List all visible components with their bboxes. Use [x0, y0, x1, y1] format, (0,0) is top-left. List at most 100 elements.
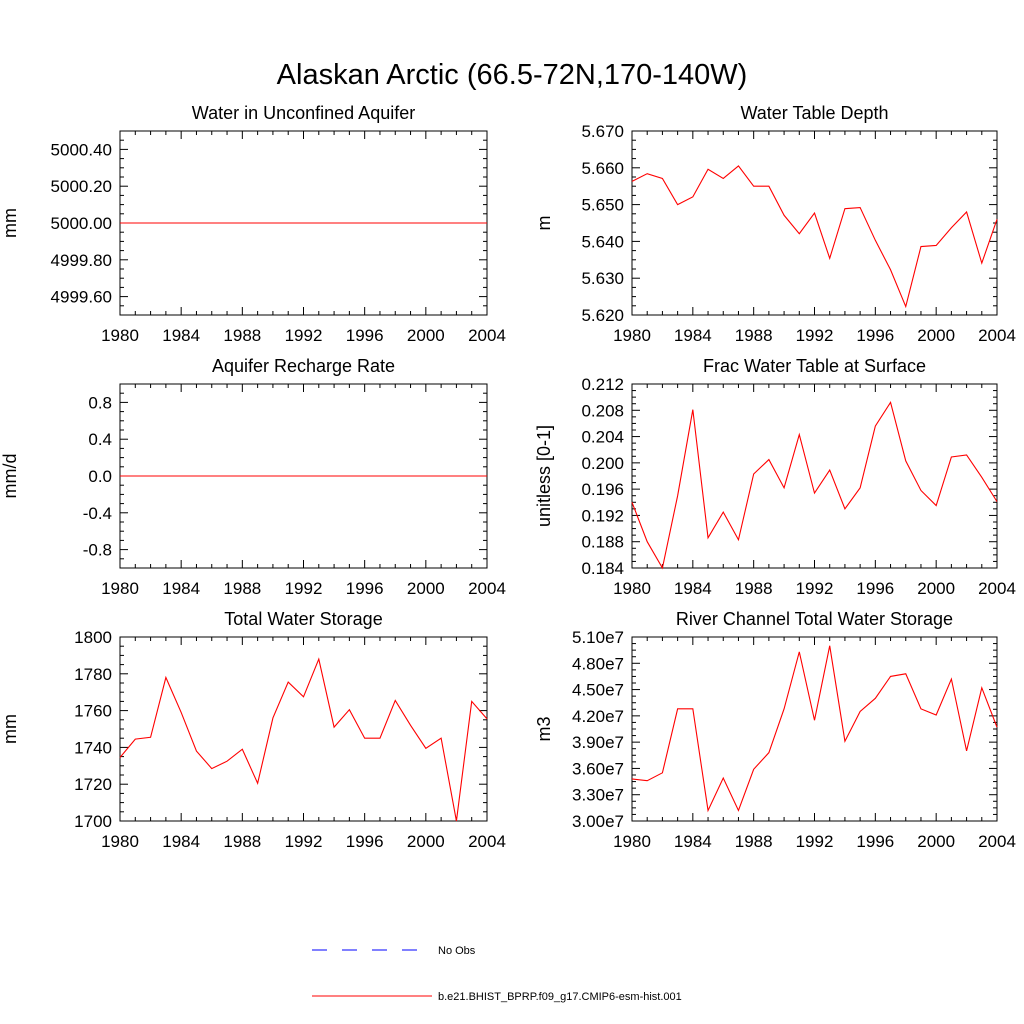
x-tick-label: 1988	[735, 326, 773, 345]
y-tick-label: 0.204	[581, 428, 624, 447]
x-tick-label: 1996	[856, 579, 894, 598]
plot-frame	[119, 636, 488, 822]
x-tick-label: 1996	[346, 579, 384, 598]
y-axis-label: mm	[0, 208, 20, 238]
x-tick-label: 1988	[223, 326, 261, 345]
series-line	[631, 645, 998, 813]
x-tick-label: 1980	[101, 832, 139, 851]
x-tick-label: 2000	[407, 579, 445, 598]
x-tick-label: 1996	[856, 326, 894, 345]
y-tick-label: 1720	[74, 775, 112, 794]
x-tick-label: 1980	[101, 326, 139, 345]
y-tick-label: 1780	[74, 665, 112, 684]
plot-frame	[631, 130, 998, 316]
y-tick-label: 1700	[74, 812, 112, 831]
panel-title: River Channel Total Water Storage	[676, 609, 953, 629]
y-tick-label: 5.670	[581, 122, 624, 141]
y-tick-label: 4.80e7	[572, 654, 624, 673]
x-tick-label: 1984	[162, 579, 200, 598]
x-tick-label: 2004	[468, 326, 506, 345]
x-tick-label: 1980	[101, 579, 139, 598]
x-tick-label: 1992	[285, 579, 323, 598]
series-line	[119, 657, 488, 822]
y-tick-label: 1760	[74, 702, 112, 721]
legend-label: No Obs	[438, 945, 476, 957]
y-tick-label: -0.8	[83, 541, 112, 560]
x-tick-label: 1992	[796, 326, 834, 345]
x-tick-label: 1980	[613, 832, 651, 851]
y-axis-label: m3	[534, 716, 554, 741]
y-tick-label: 5000.20	[51, 177, 112, 196]
x-tick-label: 2004	[468, 832, 506, 851]
y-tick-label: 1800	[74, 628, 112, 647]
y-axis-label: unitless [0-1]	[534, 425, 554, 527]
y-axis-label: mm	[0, 714, 20, 744]
chart-panel: Frac Water Table at Surface 1980 1984 1988 1…	[534, 356, 1016, 598]
panel-title: Water Table Depth	[740, 103, 888, 123]
panel-title: Total Water Storage	[224, 609, 382, 629]
x-tick-label: 1992	[796, 832, 834, 851]
y-tick-label: 0.200	[581, 454, 624, 473]
x-tick-label: 2000	[407, 832, 445, 851]
series-line	[631, 165, 998, 309]
y-tick-label: 4.50e7	[572, 681, 624, 700]
figure-title: Alaskan Arctic (66.5-72N,170-140W)	[277, 59, 748, 91]
legend-label: b.e21.BHIST_BPRP.f09_g17.CMIP6-esm-hist.…	[438, 991, 682, 1003]
x-tick-label: 2004	[978, 326, 1016, 345]
y-tick-label: 4.20e7	[572, 707, 624, 726]
y-tick-label: 0.4	[88, 430, 112, 449]
y-tick-label: 1740	[74, 738, 112, 757]
x-tick-label: 1984	[674, 326, 712, 345]
x-tick-label: 1988	[223, 832, 261, 851]
y-tick-label: 5.650	[581, 196, 624, 215]
x-tick-label: 1980	[613, 579, 651, 598]
y-tick-label: 5.660	[581, 159, 624, 178]
y-axis-label: m	[534, 216, 554, 231]
x-tick-label: 2004	[978, 579, 1016, 598]
x-tick-label: 1984	[674, 579, 712, 598]
x-tick-label: 1988	[735, 832, 773, 851]
y-tick-label: 3.60e7	[572, 759, 624, 778]
y-tick-label: 5.630	[581, 269, 624, 288]
y-tick-label: 4999.60	[51, 288, 112, 307]
y-tick-label: 5.640	[581, 232, 624, 251]
x-tick-label: 2004	[978, 832, 1016, 851]
panel-title: Aquifer Recharge Rate	[212, 356, 395, 376]
y-tick-label: 5000.00	[51, 214, 112, 233]
y-tick-label: 0.212	[581, 375, 624, 394]
x-tick-label: 2004	[468, 579, 506, 598]
y-tick-label: 5.620	[581, 306, 624, 325]
chart-panel: Aquifer Recharge Rate 1980 1984 1988 1992 199…	[0, 356, 506, 598]
y-tick-label: 0.196	[581, 480, 624, 499]
chart-panel: Water Table Depth 1980 1984 1988 1992 1996 200…	[534, 103, 1016, 345]
y-tick-label: 3.90e7	[572, 733, 624, 752]
chart-panel: River Channel Total Water Storage 1980 198…	[534, 609, 1016, 851]
y-tick-label: 0.188	[581, 533, 624, 552]
plot-frame	[631, 383, 998, 569]
x-tick-label: 1980	[613, 326, 651, 345]
panel-title: Frac Water Table at Surface	[703, 356, 926, 376]
x-tick-label: 1996	[346, 832, 384, 851]
series-line	[631, 401, 998, 570]
x-tick-label: 1984	[162, 326, 200, 345]
x-tick-label: 1984	[674, 832, 712, 851]
y-tick-label: 0.0	[88, 467, 112, 486]
plot-frame	[631, 636, 998, 822]
y-axis-label: mm/d	[0, 454, 20, 499]
y-tick-label: 4999.80	[51, 251, 112, 270]
x-tick-label: 1988	[223, 579, 261, 598]
y-tick-label: 0.8	[88, 393, 112, 412]
chart-panels: Water in Unconfined Aquifer 1980 1984 1988 1…	[0, 103, 1016, 851]
x-tick-label: 1988	[735, 579, 773, 598]
x-tick-label: 1992	[285, 832, 323, 851]
y-tick-label: -0.4	[83, 504, 112, 523]
y-tick-label: 3.00e7	[572, 812, 624, 831]
x-tick-label: 2000	[917, 579, 955, 598]
y-tick-label: 5.10e7	[572, 628, 624, 647]
panel-title: Water in Unconfined Aquifer	[192, 103, 415, 123]
x-tick-label: 1992	[285, 326, 323, 345]
x-tick-label: 1992	[796, 579, 834, 598]
legend: No Obs b.e21.BHIST_BPRP.f09_g17.CMIP6-esm…	[312, 945, 682, 1003]
x-tick-label: 2000	[407, 326, 445, 345]
